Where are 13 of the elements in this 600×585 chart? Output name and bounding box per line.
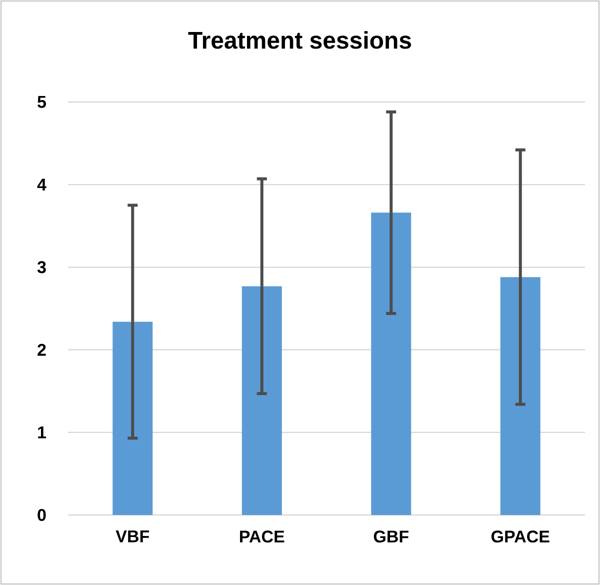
y-tick-label: 2 [38, 344, 46, 356]
x-tick-label: GBF [374, 530, 408, 543]
bar [371, 212, 412, 515]
bar [242, 286, 282, 515]
y-tick-label: 5 [38, 96, 46, 108]
x-tick-label: PACE [240, 530, 284, 543]
y-tick-label: 1 [38, 426, 46, 438]
chart-title: Treatment sessions [188, 31, 412, 49]
y-tick-label: 0 [38, 508, 46, 522]
x-tick-label: GPACE [491, 530, 550, 543]
x-tick-label: VBF [116, 530, 149, 542]
y-tick-label: 4 [37, 178, 46, 190]
y-tick-label: 3 [37, 261, 46, 274]
